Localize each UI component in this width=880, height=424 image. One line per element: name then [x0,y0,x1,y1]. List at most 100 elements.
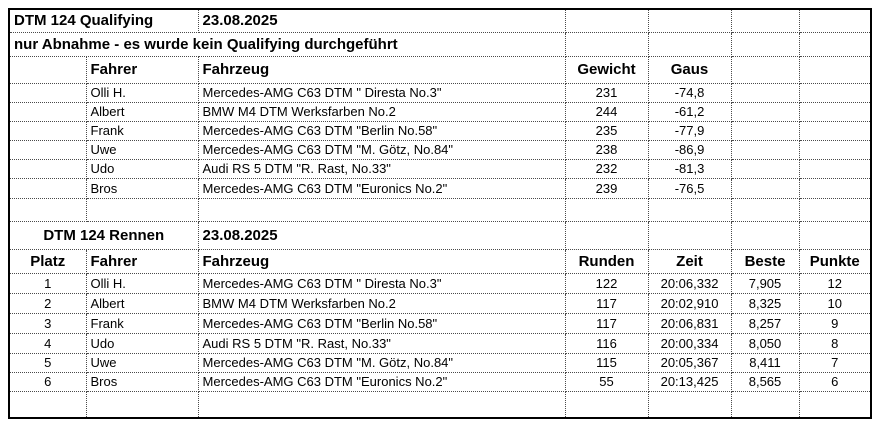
zeit-cell[interactable]: 20:05,367 [647,352,732,373]
race-header-beste[interactable]: Beste [730,248,800,274]
qualifying-header-fahrzeug[interactable]: Fahrzeug [197,55,566,84]
zeit-cell[interactable]: 20:02,910 [647,292,732,314]
fahrer-cell[interactable]: Olli H. [85,82,199,103]
fahrzeug-cell[interactable]: BMW M4 DTM Werksfarben No.2 [197,292,566,314]
beste-cell[interactable]: 7,905 [730,272,800,294]
empty-cell[interactable] [564,220,649,250]
gaus-cell[interactable]: -76,5 [647,177,732,199]
fahrer-cell[interactable]: Udo [85,332,199,354]
beste-cell[interactable]: 8,411 [730,352,800,373]
empty-cell[interactable] [197,197,566,222]
qualifying-date-cell[interactable]: 23.08.2025 [197,8,566,33]
empty-cell[interactable] [798,55,872,84]
fahrer-cell[interactable]: Albert [85,101,199,122]
zeit-cell[interactable]: 20:00,334 [647,332,732,354]
gewicht-cell[interactable]: 232 [564,158,649,179]
race-header-fahrer[interactable]: Fahrer [85,248,199,274]
empty-cell[interactable] [730,8,800,33]
empty-cell[interactable] [730,139,800,160]
punkte-cell[interactable]: 12 [798,272,872,294]
platz-cell[interactable]: 4 [8,332,87,354]
empty-cell[interactable] [647,220,732,250]
fahrer-cell[interactable]: Uwe [85,352,199,373]
empty-cell[interactable] [8,177,87,199]
empty-cell[interactable] [564,197,649,222]
empty-cell[interactable] [730,177,800,199]
race-header-zeit[interactable]: Zeit [647,248,732,274]
fahrzeug-cell[interactable]: Audi RS 5 DTM "R. Rast, No.33" [197,332,566,354]
empty-cell[interactable] [798,158,872,179]
fahrer-cell[interactable]: Frank [85,120,199,141]
gaus-cell[interactable]: -86,9 [647,139,732,160]
platz-cell[interactable]: 5 [8,352,87,373]
runden-cell[interactable]: 117 [564,312,649,334]
empty-cell[interactable] [730,101,800,122]
runden-cell[interactable]: 117 [564,292,649,314]
fahrzeug-cell[interactable]: BMW M4 DTM Werksfarben No.2 [197,101,566,122]
empty-cell[interactable] [798,101,872,122]
empty-cell[interactable] [798,220,872,250]
empty-cell[interactable] [564,8,649,33]
fahrer-cell[interactable]: Olli H. [85,272,199,294]
empty-cell[interactable] [8,55,87,84]
fahrzeug-cell[interactable]: Mercedes-AMG C63 DTM " Diresta No.3" [197,82,566,103]
fahrzeug-cell[interactable]: Audi RS 5 DTM "R. Rast, No.33" [197,158,566,179]
empty-cell[interactable] [8,120,87,141]
qualifying-header-gewicht[interactable]: Gewicht [564,55,649,84]
race-date-cell[interactable]: 23.08.2025 [197,220,566,250]
gaus-cell[interactable]: -74,8 [647,82,732,103]
fahrzeug-cell[interactable]: Mercedes-AMG C63 DTM "Berlin No.58" [197,312,566,334]
empty-cell[interactable] [85,197,199,222]
empty-cell[interactable] [8,158,87,179]
fahrzeug-cell[interactable]: Mercedes-AMG C63 DTM "Berlin No.58" [197,120,566,141]
empty-cell[interactable] [730,158,800,179]
empty-cell[interactable] [85,390,199,419]
qualifying-title-cell[interactable]: DTM 124 Qualifying [8,8,199,33]
zeit-cell[interactable]: 20:13,425 [647,371,732,392]
empty-cell[interactable] [798,177,872,199]
fahrer-cell[interactable]: Bros [85,371,199,392]
fahrer-cell[interactable]: Albert [85,292,199,314]
fahrzeug-cell[interactable]: Mercedes-AMG C63 DTM "M. Götz, No.84" [197,139,566,160]
beste-cell[interactable]: 8,325 [730,292,800,314]
qualifying-header-fahrer[interactable]: Fahrer [85,55,199,84]
beste-cell[interactable]: 8,050 [730,332,800,354]
empty-cell[interactable] [647,31,732,57]
gewicht-cell[interactable]: 244 [564,101,649,122]
empty-cell[interactable] [647,197,732,222]
race-header-runden[interactable]: Runden [564,248,649,274]
gewicht-cell[interactable]: 235 [564,120,649,141]
fahrzeug-cell[interactable]: Mercedes-AMG C63 DTM "M. Götz, No.84" [197,352,566,373]
empty-cell[interactable] [730,82,800,103]
punkte-cell[interactable]: 7 [798,352,872,373]
empty-cell[interactable] [730,390,800,419]
platz-cell[interactable]: 2 [8,292,87,314]
zeit-cell[interactable]: 20:06,831 [647,312,732,334]
beste-cell[interactable]: 8,565 [730,371,800,392]
runden-cell[interactable]: 115 [564,352,649,373]
race-header-fahrzeug[interactable]: Fahrzeug [197,248,566,274]
empty-cell[interactable] [8,82,87,103]
fahrzeug-cell[interactable]: Mercedes-AMG C63 DTM "Euronics No.2" [197,177,566,199]
empty-cell[interactable] [798,197,872,222]
zeit-cell[interactable]: 20:06,332 [647,272,732,294]
race-header-punkte[interactable]: Punkte [798,248,872,274]
gewicht-cell[interactable]: 231 [564,82,649,103]
runden-cell[interactable]: 116 [564,332,649,354]
empty-cell[interactable] [798,139,872,160]
empty-cell[interactable] [8,139,87,160]
platz-cell[interactable]: 6 [8,371,87,392]
runden-cell[interactable]: 122 [564,272,649,294]
empty-cell[interactable] [197,390,566,419]
gaus-cell[interactable]: -81,3 [647,158,732,179]
punkte-cell[interactable]: 9 [798,312,872,334]
empty-cell[interactable] [8,390,87,419]
runden-cell[interactable]: 55 [564,371,649,392]
empty-cell[interactable] [8,101,87,122]
empty-cell[interactable] [730,197,800,222]
fahrer-cell[interactable]: Bros [85,177,199,199]
qualifying-note-cell[interactable]: nur Abnahme - es wurde kein Qualifying d… [8,31,566,57]
empty-cell[interactable] [730,120,800,141]
gaus-cell[interactable]: -61,2 [647,101,732,122]
fahrer-cell[interactable]: Frank [85,312,199,334]
